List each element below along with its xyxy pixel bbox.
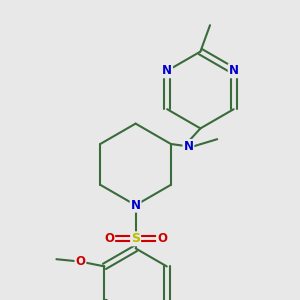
Text: N: N — [162, 64, 172, 77]
Text: S: S — [131, 232, 140, 245]
Text: O: O — [157, 232, 167, 245]
Text: O: O — [75, 255, 85, 268]
Text: N: N — [130, 199, 141, 212]
Text: N: N — [229, 64, 239, 77]
Text: O: O — [104, 232, 114, 245]
Text: N: N — [183, 140, 194, 153]
